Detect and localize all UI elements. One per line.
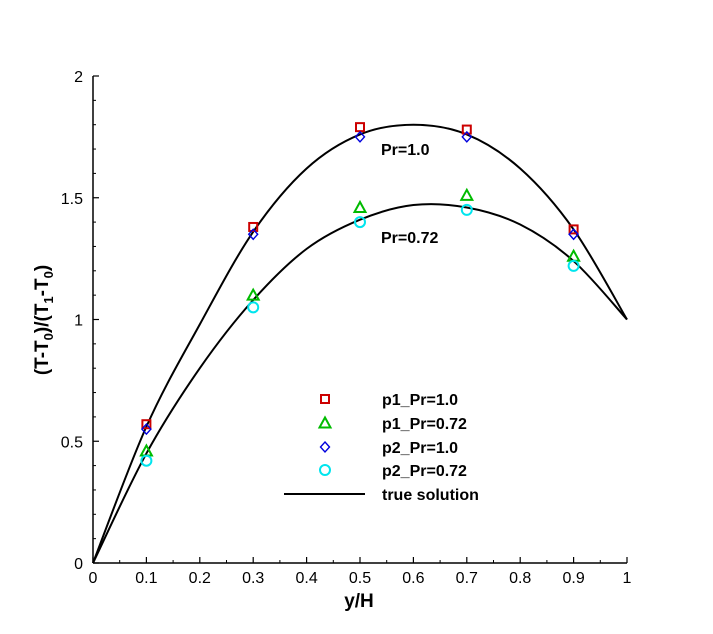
data-point-p1-pr-0-72 xyxy=(352,199,368,213)
legend-marker-p1-pr-0-72 xyxy=(317,415,333,429)
data-point-p2-pr-0-72 xyxy=(567,259,580,272)
y-axis-title: (T-T0)/(T1-T0) xyxy=(32,265,56,375)
data-point-p2-pr-1-0 xyxy=(354,130,366,143)
annotation-pr-0-72: Pr=0.72 xyxy=(381,230,438,247)
x-tick-label: 0.3 xyxy=(242,570,264,587)
legend-marker-p1-pr-1-0 xyxy=(320,394,330,404)
plot-area xyxy=(92,76,627,564)
x-tick-label: 0.8 xyxy=(509,570,531,587)
data-point-p2-pr-0-72 xyxy=(354,216,366,229)
true-solution-curves xyxy=(92,123,628,564)
data-point-p2-pr-1-0 xyxy=(568,228,580,241)
data-point-p1-pr-0-72 xyxy=(246,287,261,301)
legend-marker-p2-pr-1-0 xyxy=(319,440,331,454)
data-point-p2-pr-0-72 xyxy=(247,301,260,314)
annotation-pr-1-0: Pr=1.0 xyxy=(381,142,430,159)
x-tick-label: 1 xyxy=(623,570,632,587)
data-point-p2-pr-0-72 xyxy=(460,203,473,216)
data-point-p1-pr-1-0 xyxy=(141,419,152,430)
legend-label: p2_Pr=0.72 xyxy=(382,463,467,480)
data-markers xyxy=(139,122,581,467)
x-tick-label: 0.4 xyxy=(295,570,317,587)
data-point-p1-pr-1-0 xyxy=(355,122,365,133)
data-point-p2-pr-0-72 xyxy=(140,454,153,467)
legend-marker-p2-pr-0-72 xyxy=(319,464,331,476)
x-tick-label: 0 xyxy=(89,570,98,587)
legend: p1_Pr=1.0 p1_Pr=0.72 p2_Pr=1.0 p2_Pr=0.72tr… xyxy=(284,392,479,504)
true-solution-curve-pr-1-0 xyxy=(92,123,628,564)
y-tick-label: 0.5 xyxy=(61,434,83,451)
data-point-p2-pr-1-0 xyxy=(247,228,259,241)
x-tick-label: 0.2 xyxy=(189,570,211,587)
x-tick-label: 0.9 xyxy=(562,570,584,587)
data-point-p1-pr-0-72 xyxy=(459,187,474,201)
data-point-p1-pr-1-0 xyxy=(568,224,579,235)
data-point-p1-pr-1-0 xyxy=(461,124,472,135)
y-tick-label: 1 xyxy=(74,313,83,330)
true-solution-curve-pr-0-72 xyxy=(92,203,628,564)
x-tick-label: 0.7 xyxy=(456,570,478,587)
data-point-p2-pr-1-0 xyxy=(140,423,152,436)
legend-label: p1_Pr=1.0 xyxy=(382,392,458,409)
x-axis-title: y/H xyxy=(344,591,374,612)
legend-label: p2_Pr=1.0 xyxy=(382,440,458,457)
legend-label: p1_Pr=0.72 xyxy=(382,416,467,433)
y-tick-label: 1.5 xyxy=(61,191,83,208)
y-tick-label: 0 xyxy=(74,556,83,573)
data-point-p1-pr-1-0 xyxy=(248,221,259,232)
y-tick-label: 2 xyxy=(74,69,83,86)
data-point-p1-pr-0-72 xyxy=(566,248,581,262)
legend-label: true solution xyxy=(382,487,479,504)
x-tick-label: 0.5 xyxy=(349,570,371,587)
x-tick-label: 0.1 xyxy=(135,570,157,587)
data-point-p2-pr-1-0 xyxy=(461,130,473,143)
x-tick-label: 0.6 xyxy=(402,570,424,587)
axis-ticks: 0 0.1 0.2 0.3 0.4 0.5 0.6 0.7 0.8 0.9 1 0 0.5 1 1.5 2 xyxy=(61,69,632,587)
